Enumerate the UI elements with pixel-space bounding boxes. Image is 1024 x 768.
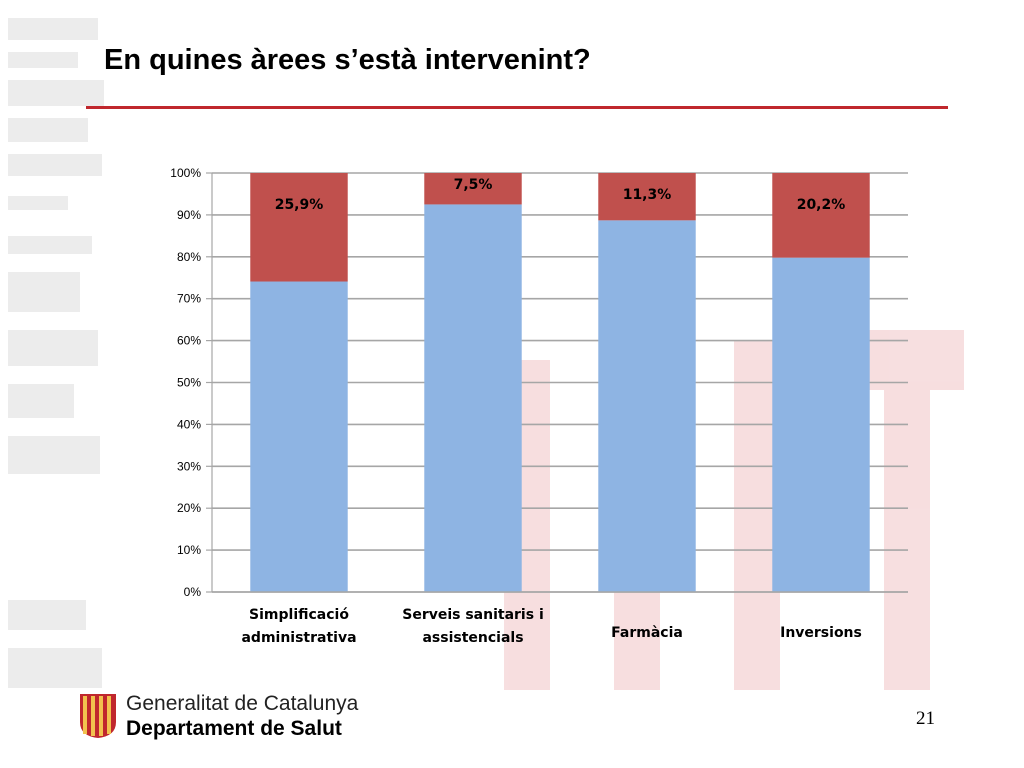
bar-segment-top <box>598 173 696 221</box>
y-tick-label: 30% <box>177 459 201 473</box>
y-tick-label: 90% <box>177 208 201 222</box>
x-category-label: Serveis sanitaris i <box>402 607 544 623</box>
org-name-line2: Departament de Salut <box>126 717 342 740</box>
bar-segment-base <box>772 257 870 592</box>
y-tick-label: 50% <box>177 376 201 390</box>
data-label: 25,9% <box>275 197 324 213</box>
y-tick-label: 10% <box>177 543 201 557</box>
data-label: 7,5% <box>454 177 493 193</box>
y-tick-label: 100% <box>170 166 201 180</box>
y-tick-label: 20% <box>177 501 201 515</box>
y-tick-label: 60% <box>177 334 201 348</box>
page-title: En quines àrees s’està intervenint? <box>104 44 591 76</box>
title-divider <box>86 106 948 109</box>
y-tick-label: 80% <box>177 250 201 264</box>
y-tick-label: 0% <box>184 585 202 599</box>
y-tick-label: 70% <box>177 292 201 306</box>
bar-segment-base <box>250 281 348 592</box>
bar-segment-base <box>598 220 696 593</box>
data-label: 20,2% <box>797 197 846 213</box>
x-category-label: Inversions <box>780 625 862 641</box>
bar-segment-top <box>772 173 870 258</box>
x-category-label: administrativa <box>241 630 356 646</box>
bar-segment-top <box>250 173 348 282</box>
data-label: 11,3% <box>623 187 672 203</box>
generalitat-logo-icon <box>80 694 116 738</box>
bar-segment-top <box>424 173 522 205</box>
x-category-label: Farmàcia <box>611 625 683 641</box>
bar-segment-base <box>424 204 522 593</box>
page-number: 21 <box>916 708 935 729</box>
x-category-label: assistencials <box>422 630 523 646</box>
y-tick-label: 40% <box>177 417 201 431</box>
x-category-label: Simplificació <box>249 607 349 623</box>
org-name-line1: Generalitat de Catalunya <box>126 692 359 715</box>
